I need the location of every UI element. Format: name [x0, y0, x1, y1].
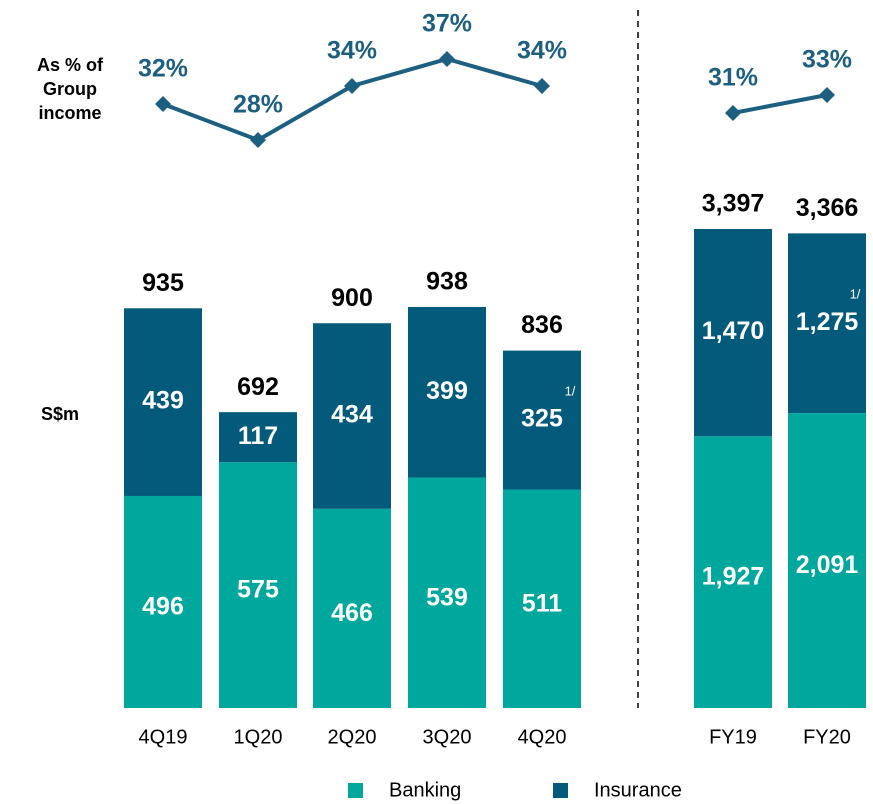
percent-marker — [819, 87, 835, 103]
total-label: 3,366 — [796, 194, 859, 222]
percent-label: 31% — [708, 64, 758, 92]
segment-label: 399 — [426, 377, 468, 405]
percent-label: 34% — [517, 37, 567, 65]
bar-segment — [788, 233, 866, 414]
bar-segment — [219, 412, 297, 463]
bar-segment — [694, 229, 772, 437]
segment-label: 117 — [238, 422, 278, 450]
segment-label: 2,091 — [796, 551, 859, 579]
percent-label: 34% — [327, 37, 377, 65]
segment-label: 575 — [237, 576, 279, 604]
total-label: 3,397 — [702, 190, 765, 218]
bar-segment — [219, 462, 297, 708]
segment-label: 466 — [331, 599, 373, 627]
segment-label: 434 — [331, 401, 373, 429]
segment-label: 496 — [142, 593, 184, 621]
bar-segment — [313, 323, 391, 509]
segment-label: 325 — [521, 405, 563, 433]
bar-segment — [408, 307, 486, 478]
percent-label: 37% — [422, 10, 472, 38]
footnote-marker: 1/ — [565, 384, 576, 399]
x-tick-label: 1Q20 — [234, 726, 283, 748]
percent-marker — [725, 105, 741, 121]
legend-label: Insurance — [594, 779, 682, 801]
total-label: 836 — [521, 311, 563, 339]
bar-segment — [788, 413, 866, 708]
percent-marker — [344, 78, 360, 94]
segment-label: 439 — [142, 387, 184, 415]
bar-segment — [503, 489, 581, 708]
percent-label: 32% — [138, 55, 188, 83]
x-tick-label: 2Q20 — [328, 726, 377, 748]
percent-marker — [439, 51, 455, 67]
bar-segment — [408, 477, 486, 708]
segment-label: 539 — [426, 583, 468, 611]
total-label: 938 — [426, 268, 468, 296]
total-label: 935 — [142, 269, 184, 297]
x-tick-label: FY20 — [803, 726, 851, 748]
bar-segment — [503, 350, 581, 490]
bar-segment — [124, 495, 202, 708]
percent-marker — [155, 96, 171, 112]
percent-line — [162, 56, 543, 143]
legend-label: Banking — [389, 779, 461, 801]
percent-marker — [250, 132, 266, 148]
total-label: 900 — [331, 284, 373, 312]
segment-label: 1,470 — [702, 317, 765, 345]
footnote-marker: 1/ — [850, 287, 861, 302]
x-tick-label: FY19 — [709, 726, 757, 748]
x-tick-label: 3Q20 — [423, 726, 472, 748]
bar-segment — [313, 508, 391, 708]
segment-label: 1,927 — [702, 563, 765, 591]
x-tick-label: 4Q19 — [139, 726, 188, 748]
bar-segment — [124, 308, 202, 496]
segment-label: 1,275 — [796, 308, 859, 336]
percent-label: 33% — [802, 46, 852, 74]
percent-marker — [534, 78, 550, 94]
legend-swatch — [553, 783, 568, 798]
y2-axis-label: As % of Group income — [37, 55, 104, 123]
bar-segment — [694, 436, 772, 708]
y-axis-label: S$m — [41, 404, 79, 424]
percent-line — [732, 93, 828, 115]
total-label: 692 — [237, 373, 279, 401]
x-tick-label: 4Q20 — [518, 726, 567, 748]
legend-swatch — [348, 783, 363, 798]
percent-label: 28% — [233, 91, 283, 119]
segment-label: 511 — [522, 589, 562, 617]
